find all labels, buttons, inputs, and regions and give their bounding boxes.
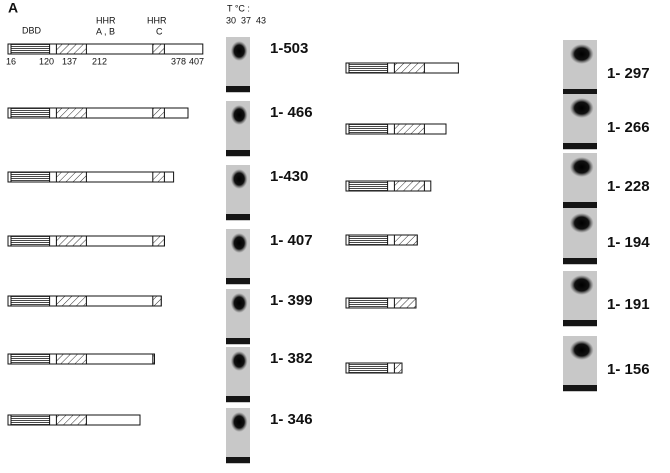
hhr-domain	[393, 123, 425, 135]
gel-blob	[230, 169, 248, 189]
gel-band	[563, 143, 597, 149]
construct-label: 1-503	[270, 40, 308, 57]
gel-blob	[569, 340, 594, 360]
construct-label: 1- 382	[270, 350, 313, 367]
construct-label: 1- 466	[270, 104, 313, 121]
gel-band	[226, 86, 250, 92]
dbd-domain	[348, 297, 389, 309]
hhr-domain	[393, 234, 418, 246]
gel-band	[563, 202, 597, 208]
position-label: 378	[171, 56, 186, 66]
hhr-domain	[152, 43, 165, 55]
dbd-domain	[348, 123, 389, 135]
dbd-domain	[10, 43, 51, 55]
construct-label: 1-430	[270, 168, 308, 185]
dbd-domain	[10, 107, 51, 119]
gel-band	[563, 385, 597, 391]
construct-label: 1- 297	[607, 65, 650, 82]
temperature-title: T °C :	[227, 3, 250, 13]
dbd-domain	[10, 353, 51, 365]
construct-label: 1- 346	[270, 411, 313, 428]
construct-label: 1- 228	[607, 178, 650, 195]
hhr-domain	[55, 414, 87, 426]
protein-bar	[345, 180, 432, 192]
protein-bar	[7, 107, 189, 119]
temperature-values: 30 37 43	[226, 15, 266, 25]
hhr-domain	[152, 235, 165, 247]
construct-label: 1- 156	[607, 361, 650, 378]
position-label: 16	[6, 56, 16, 66]
hhr-domain	[393, 62, 425, 74]
domain-label: HHR	[147, 15, 167, 25]
gel-blob	[569, 157, 594, 177]
protein-bar	[7, 171, 175, 183]
gel-blob	[230, 105, 248, 125]
protein-bar	[7, 43, 204, 55]
hhr-domain	[152, 353, 155, 365]
hhr-domain	[393, 297, 417, 309]
hhr-domain	[55, 353, 87, 365]
domain-label: C	[156, 26, 163, 36]
gel-band	[563, 320, 597, 326]
hhr-domain	[55, 235, 87, 247]
construct-label: 1- 399	[270, 292, 313, 309]
gel-band	[563, 258, 597, 264]
hhr-domain	[393, 362, 403, 374]
dbd-domain	[10, 171, 51, 183]
gel-band	[226, 278, 250, 284]
gel-band	[226, 150, 250, 156]
construct-label: 1- 407	[270, 232, 313, 249]
hhr-domain	[55, 43, 87, 55]
gel-blob	[230, 41, 248, 61]
gel-band	[226, 338, 250, 344]
hhr-domain	[55, 107, 87, 119]
dbd-domain	[10, 235, 51, 247]
gel-blob	[230, 412, 248, 432]
gel-blob	[230, 293, 248, 313]
gel-blob	[569, 275, 594, 295]
domain-label: A , B	[96, 26, 115, 36]
position-label: 212	[92, 56, 107, 66]
panel-label: A	[8, 0, 18, 16]
gel-band	[226, 457, 250, 463]
hhr-domain	[393, 180, 425, 192]
gel-blob	[230, 351, 248, 371]
position-label: 137	[62, 56, 77, 66]
hhr-domain	[152, 295, 162, 307]
hhr-domain	[55, 295, 87, 307]
construct-label: 1- 266	[607, 119, 650, 136]
dbd-domain	[10, 295, 51, 307]
gel-blob	[569, 98, 594, 118]
gel-blob	[230, 233, 248, 253]
dbd-domain	[348, 62, 389, 74]
gel-blob	[569, 44, 594, 64]
dbd-domain	[348, 180, 389, 192]
construct-label: 1- 194	[607, 234, 650, 251]
domain-label: HHR	[96, 15, 116, 25]
gel-band	[226, 214, 250, 220]
dbd-domain	[348, 234, 389, 246]
gel-blob	[569, 213, 594, 233]
gel-band	[563, 89, 597, 95]
hhr-domain	[152, 107, 165, 119]
dbd-domain	[10, 414, 51, 426]
construct-label: 1- 191	[607, 296, 650, 313]
position-label: 120	[39, 56, 54, 66]
hhr-domain	[55, 171, 87, 183]
position-label: 407	[189, 56, 204, 66]
hhr-domain	[152, 171, 165, 183]
gel-band	[226, 396, 250, 402]
dbd-domain	[348, 362, 389, 374]
domain-label: DBD	[22, 25, 42, 35]
